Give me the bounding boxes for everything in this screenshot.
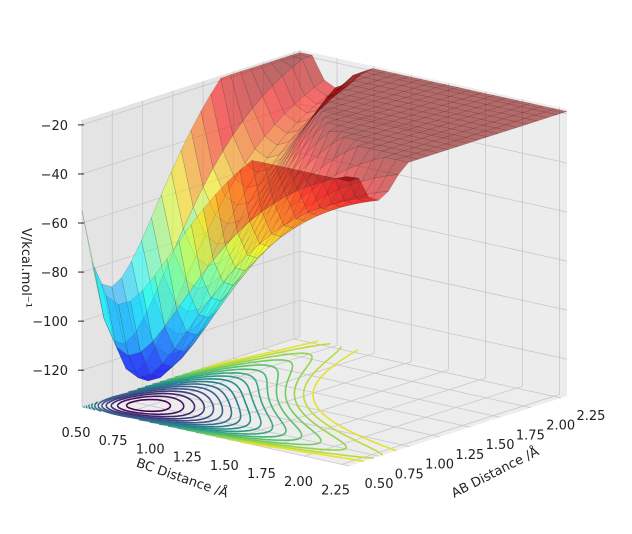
- x-tick-label: 1.00: [136, 442, 165, 457]
- surface-facet: [534, 111, 559, 119]
- surface-facet: [494, 124, 519, 131]
- contour-line: [85, 375, 262, 433]
- gridline: [293, 338, 562, 399]
- contour-line: [93, 383, 233, 426]
- axis-ticks: −20−40−60−80−100−1200.500.751.001.251.50…: [32, 119, 605, 498]
- x-tick-label: 0.75: [99, 434, 128, 449]
- surface-facet: [504, 121, 529, 128]
- surface-facet: [524, 114, 549, 122]
- z-tick-label: −100: [32, 315, 68, 330]
- x-tick-label: 1.25: [173, 451, 202, 466]
- contour-line: [97, 385, 224, 424]
- gridline: [112, 396, 380, 457]
- z-tick-label: −60: [41, 217, 68, 232]
- contour-line: [191, 352, 348, 451]
- z-tick-label: −20: [41, 119, 68, 134]
- y-tick-label: 0.50: [365, 477, 394, 492]
- z-axis-label: V/kcal.mol⁻¹: [18, 228, 33, 308]
- contour-line: [88, 378, 252, 430]
- surface-facet: [514, 118, 539, 125]
- contour-line: [200, 342, 384, 459]
- contour-line: [211, 340, 397, 462]
- x-tick-label: 1.75: [247, 467, 276, 482]
- y-tick-label: 1.00: [425, 458, 454, 473]
- surface-facet: [544, 108, 568, 115]
- contour-line: [100, 387, 215, 422]
- surface-facet: [336, 176, 359, 182]
- contour-line: [110, 392, 196, 418]
- gridline: [233, 357, 501, 418]
- surface-facet: [435, 143, 459, 150]
- y-tick-label: 1.75: [516, 428, 545, 443]
- x-tick-label: 1.50: [210, 459, 239, 474]
- contour-line: [90, 380, 242, 428]
- gridline: [299, 201, 568, 262]
- y-tick-label: 0.75: [395, 467, 424, 482]
- contour-line: [167, 368, 287, 438]
- z-tick-label: −40: [41, 168, 68, 183]
- energy-surface: [81, 52, 568, 382]
- contour-line: [83, 372, 274, 435]
- x-tick-label: 2.00: [284, 475, 313, 490]
- floor-contours: [83, 340, 397, 462]
- z-tick-label: −80: [41, 266, 68, 281]
- z-tick-label: −120: [32, 364, 68, 379]
- y-tick-label: 1.25: [455, 448, 484, 463]
- gridline: [299, 299, 568, 360]
- gridline: [263, 348, 531, 409]
- surface-facet: [346, 176, 370, 199]
- contour-line: [116, 395, 185, 416]
- contour-line: [174, 364, 303, 442]
- gridline: [299, 250, 568, 311]
- contour-line: [182, 359, 322, 446]
- contour-line: [105, 390, 206, 420]
- gridline: [203, 367, 471, 428]
- y-tick-label: 2.00: [546, 419, 575, 434]
- y-tick-label: 2.25: [576, 409, 605, 424]
- y-tick-label: 1.50: [486, 438, 515, 453]
- x-tick-label: 2.25: [321, 483, 350, 498]
- x-tick-label: 0.50: [62, 426, 91, 441]
- surface-facet: [464, 133, 489, 141]
- contour-line: [125, 398, 172, 413]
